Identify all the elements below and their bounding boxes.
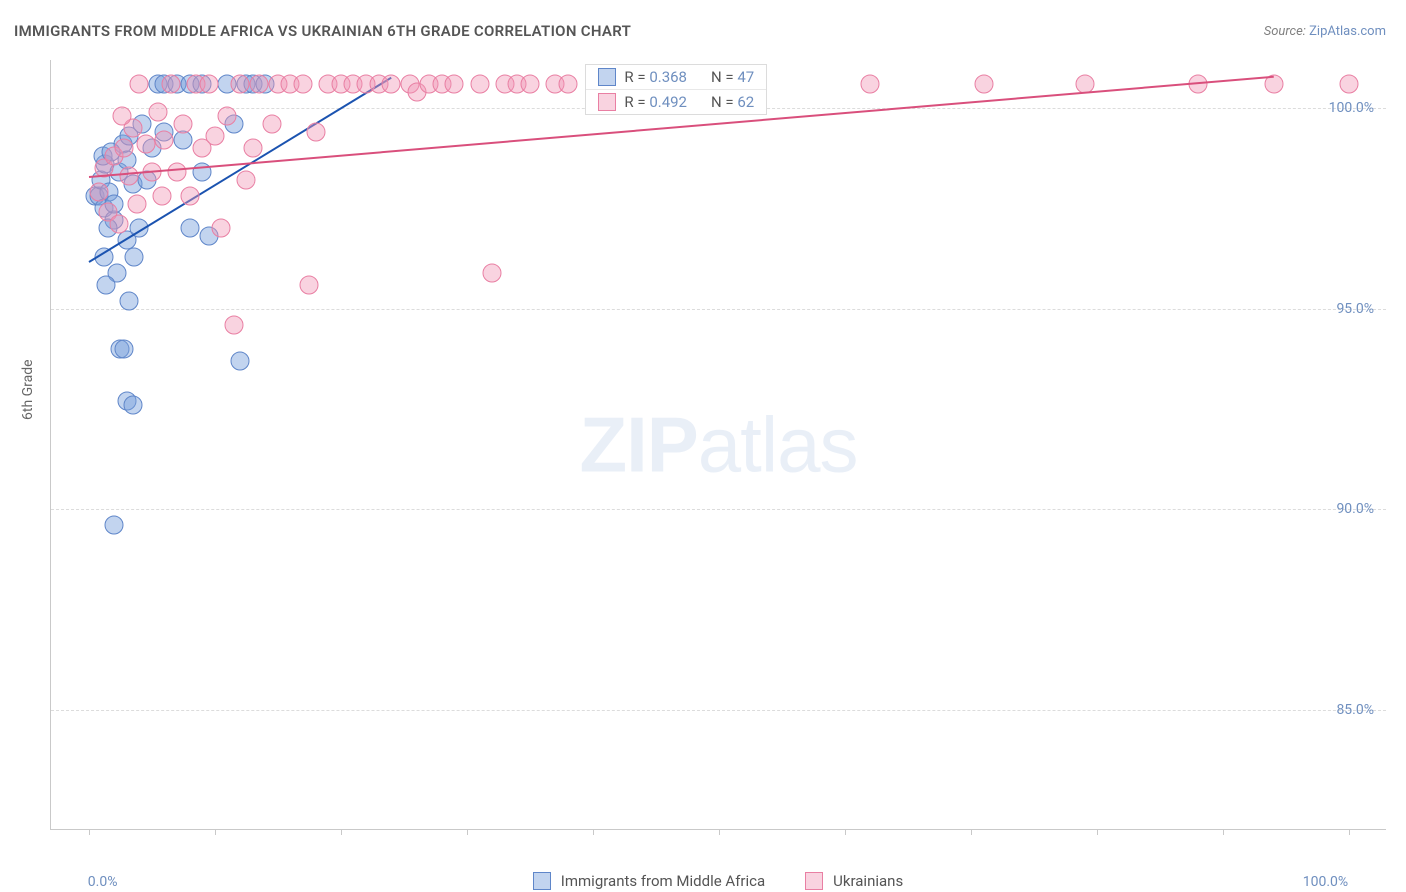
data-point-pink — [89, 183, 108, 202]
x-tick — [1097, 829, 1098, 835]
data-point-blue — [120, 291, 139, 310]
data-point-pink — [149, 103, 168, 122]
data-point-blue — [123, 395, 142, 414]
data-point-pink — [231, 75, 250, 94]
x-tick — [1223, 829, 1224, 835]
x-tick — [1349, 829, 1350, 835]
legend-row-blue: R = 0.368 N = 47 — [586, 65, 766, 90]
data-point-blue — [97, 275, 116, 294]
data-point-blue — [125, 247, 144, 266]
data-point-pink — [558, 75, 577, 94]
data-point-blue — [105, 516, 124, 535]
x-tick — [593, 829, 594, 835]
x-tick — [845, 829, 846, 835]
x-tick-label: 0.0% — [88, 874, 118, 890]
legend-item-pink: Ukrainians — [805, 872, 903, 890]
x-tick — [719, 829, 720, 835]
legend-swatch-blue — [598, 68, 616, 86]
legend-swatch-pink — [805, 872, 823, 890]
data-point-pink — [115, 139, 134, 158]
data-point-pink — [218, 107, 237, 126]
data-point-pink — [1340, 75, 1359, 94]
data-point-pink — [306, 123, 325, 142]
data-point-pink — [136, 135, 155, 154]
data-point-pink — [180, 187, 199, 206]
x-tick — [341, 829, 342, 835]
x-tick — [89, 829, 90, 835]
data-point-pink — [861, 75, 880, 94]
x-tick — [467, 829, 468, 835]
data-point-pink — [110, 215, 129, 234]
x-tick — [215, 829, 216, 835]
data-point-pink — [152, 187, 171, 206]
legend-item-blue: Immigrants from Middle Africa — [533, 872, 765, 890]
data-point-pink — [168, 163, 187, 182]
legend-R-label: R = 0.492 — [624, 93, 687, 111]
data-point-pink — [382, 75, 401, 94]
y-tick-label: 95.0% — [1336, 301, 1374, 317]
y-tick-label: 100.0% — [1329, 100, 1374, 116]
data-point-pink — [199, 75, 218, 94]
data-point-blue — [115, 339, 134, 358]
y-tick-label: 90.0% — [1336, 501, 1374, 517]
data-point-pink — [974, 75, 993, 94]
legend-label-pink: Ukrainians — [833, 872, 903, 890]
legend-swatch-pink — [598, 93, 616, 111]
legend-label-blue: Immigrants from Middle Africa — [561, 872, 765, 890]
source-link[interactable]: ZipAtlas.com — [1309, 24, 1386, 39]
gridline — [51, 710, 1386, 711]
legend-R-label: R = 0.368 — [624, 68, 687, 86]
gridline — [51, 309, 1386, 310]
data-point-pink — [112, 107, 131, 126]
data-point-pink — [249, 75, 268, 94]
data-point-pink — [212, 219, 231, 238]
legend-correlation-box: R = 0.368 N = 47 R = 0.492 N = 62 — [585, 64, 767, 115]
data-point-pink — [470, 75, 489, 94]
data-point-pink — [520, 75, 539, 94]
data-point-pink — [120, 167, 139, 186]
data-point-pink — [155, 131, 174, 150]
data-point-pink — [300, 275, 319, 294]
data-point-pink — [237, 171, 256, 190]
y-tick-label: 85.0% — [1336, 702, 1374, 718]
legend-bottom: Immigrants from Middle Africa Ukrainians — [50, 872, 1386, 890]
data-point-pink — [130, 75, 149, 94]
data-point-blue — [180, 219, 199, 238]
source-attribution: Source: ZipAtlas.com — [1264, 24, 1386, 39]
plot-area: ZIPatlas 85.0% 90.0% 95.0% 100.0% R = 0.368 N… — [50, 60, 1386, 830]
data-point-pink — [483, 263, 502, 282]
data-point-pink — [205, 127, 224, 146]
legend-swatch-blue — [533, 872, 551, 890]
x-tick — [971, 829, 972, 835]
data-point-pink — [243, 139, 262, 158]
legend-N-label: N = 62 — [711, 93, 754, 111]
gridline — [51, 509, 1386, 510]
y-axis-label: 6th Grade — [20, 359, 36, 420]
chart-title: IMMIGRANTS FROM MIDDLE AFRICA VS UKRAINI… — [14, 22, 631, 40]
legend-row-pink: R = 0.492 N = 62 — [586, 90, 766, 114]
legend-N-label: N = 47 — [711, 68, 754, 86]
data-point-blue — [231, 351, 250, 370]
watermark: ZIPatlas — [579, 399, 857, 490]
data-point-pink — [161, 75, 180, 94]
data-point-pink — [294, 75, 313, 94]
data-point-pink — [445, 75, 464, 94]
data-point-pink — [224, 315, 243, 334]
source-label: Source: — [1264, 24, 1306, 39]
data-point-pink — [127, 195, 146, 214]
data-point-pink — [262, 115, 281, 134]
data-point-pink — [174, 115, 193, 134]
x-tick-label: 100.0% — [1303, 874, 1348, 890]
